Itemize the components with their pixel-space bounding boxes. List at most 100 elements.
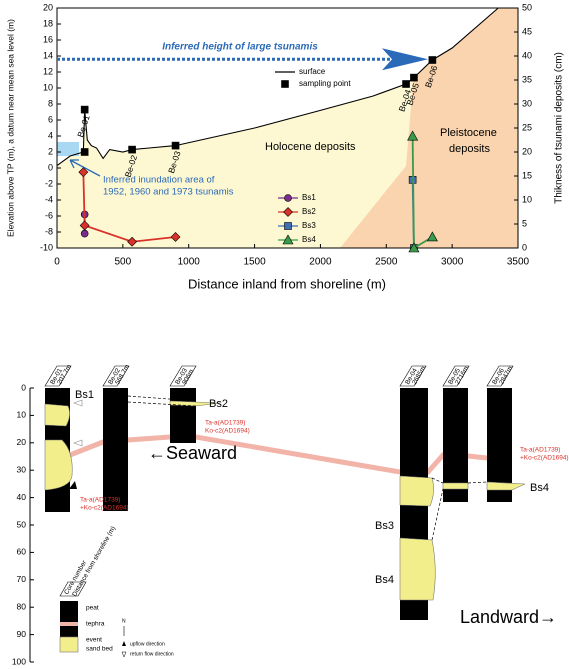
depth-tick-label: 60 <box>17 547 27 557</box>
annotation: deposits <box>449 143 490 155</box>
y-tick-label: 2 <box>48 146 53 156</box>
y-axis-label: Elevation above TP (m), a datum near mea… <box>5 19 15 237</box>
x-tick-label: 2000 <box>309 257 332 268</box>
x-tick-label: 3000 <box>441 257 464 268</box>
y2-tick-label: 25 <box>522 122 532 132</box>
y2-tick-label: 50 <box>522 2 532 12</box>
data-point <box>426 231 438 242</box>
tephra-note: Ko-c2(AD1694) <box>205 428 250 435</box>
tephra-note: +Ko-c2(AD1694) <box>520 455 569 462</box>
sand-bed <box>169 400 221 407</box>
core <box>170 388 196 443</box>
data-point <box>407 130 419 141</box>
y-tick-label: 18 <box>43 18 53 28</box>
inundation-arrow <box>69 159 101 177</box>
annotation: Holocene deposits <box>265 141 356 153</box>
y2-tick-label: 35 <box>522 74 532 84</box>
y-tick-label: 6 <box>48 114 53 124</box>
y-tick-label: 4 <box>48 130 53 140</box>
y-tick-label: -8 <box>45 226 53 236</box>
y-tick-label: 10 <box>43 82 53 92</box>
legend-text: return flow direction <box>130 651 174 657</box>
depth-tick-label: 30 <box>17 464 27 474</box>
y2-tick-label: 40 <box>522 50 532 60</box>
core-header <box>102 365 130 387</box>
tephra-note: Ta-a(AD1739) <box>205 420 245 427</box>
core-header <box>399 365 427 387</box>
legend-sand <box>59 636 79 653</box>
correlation-line <box>467 481 488 484</box>
upflow-marker <box>69 481 77 489</box>
core-header <box>442 365 470 387</box>
legend-marker <box>284 222 292 230</box>
legend-label: Bs2 <box>302 207 316 216</box>
legend-text: N <box>122 618 126 624</box>
x-axis-label: Distance inland from shoreline (m) <box>188 276 386 291</box>
y-tick-label: 0 <box>48 162 53 172</box>
depth-tick-label: 80 <box>17 601 27 611</box>
y2-tick-label: 15 <box>522 170 532 180</box>
legend-label: Bs1 <box>302 193 316 202</box>
depth-tick-label: 90 <box>17 629 27 639</box>
y-tick-label: 14 <box>43 50 53 60</box>
bed-label: Bs4 <box>530 482 549 494</box>
legend-text: upflow direction <box>130 641 165 647</box>
y-tick-label: -2 <box>45 178 53 188</box>
y-tick-label: -10 <box>40 242 53 252</box>
data-point <box>80 105 89 114</box>
data-point <box>78 167 89 178</box>
sand-bed <box>399 475 434 507</box>
x-tick-label: 2500 <box>375 257 398 268</box>
sand-bed <box>44 403 70 427</box>
legend-text: tephra <box>86 621 105 628</box>
depth-tick-label: 70 <box>17 574 27 584</box>
sand-bed <box>486 481 526 491</box>
data-point <box>428 56 437 64</box>
depth-tick-label: 0 <box>21 382 26 392</box>
legend-marker <box>283 207 293 217</box>
inundation-box <box>57 142 79 156</box>
point-label: Be-01 <box>75 114 92 139</box>
depth-tick-label: 40 <box>17 492 27 502</box>
data-point <box>128 145 136 154</box>
depth-tick-label: 10 <box>17 410 27 420</box>
legend-label: sampling point <box>299 79 351 88</box>
bed-label: Bs4 <box>375 574 394 586</box>
core <box>103 388 128 511</box>
legend-text: Distance from shoreline (m) <box>71 525 117 598</box>
legend-return <box>121 651 127 658</box>
legend-marker <box>284 194 292 202</box>
direction-label: ←Seaward <box>148 443 237 463</box>
annotation: 1952, 1960 and 1973 tsunamis <box>103 187 234 198</box>
data-point <box>79 220 90 231</box>
correlation-line <box>127 395 197 402</box>
y2-tick-label: 45 <box>522 26 532 36</box>
deposit-areas <box>57 8 518 248</box>
x-tick-label: 1000 <box>178 257 201 268</box>
y2-tick-label: 10 <box>522 194 532 204</box>
data-point <box>408 242 420 253</box>
bed-label: Bs2 <box>209 398 228 410</box>
legend-label: Bs3 <box>302 221 316 230</box>
y-tick-label: -6 <box>45 210 53 220</box>
legend-marker <box>282 234 294 245</box>
return-flow-marker <box>73 399 83 447</box>
data-point <box>402 80 410 88</box>
y-tick-label: -4 <box>45 194 53 204</box>
legend-upflow <box>122 641 126 646</box>
x-tick-label: 0 <box>54 257 60 268</box>
y-tick-label: 20 <box>43 2 53 12</box>
y2-tick-label: 0 <box>522 242 527 252</box>
legend-marker <box>281 80 289 88</box>
correlation-line <box>431 488 444 541</box>
depth-tick-label: 50 <box>17 519 27 529</box>
legend-core-header <box>59 581 87 597</box>
core-header <box>169 365 197 387</box>
legend-core <box>60 601 78 637</box>
depth-tick-label: 20 <box>17 437 27 447</box>
sand-bed <box>44 439 73 491</box>
core-diagram <box>29 388 526 662</box>
tephra-note: Ta-a(AD1739) <box>520 447 560 454</box>
